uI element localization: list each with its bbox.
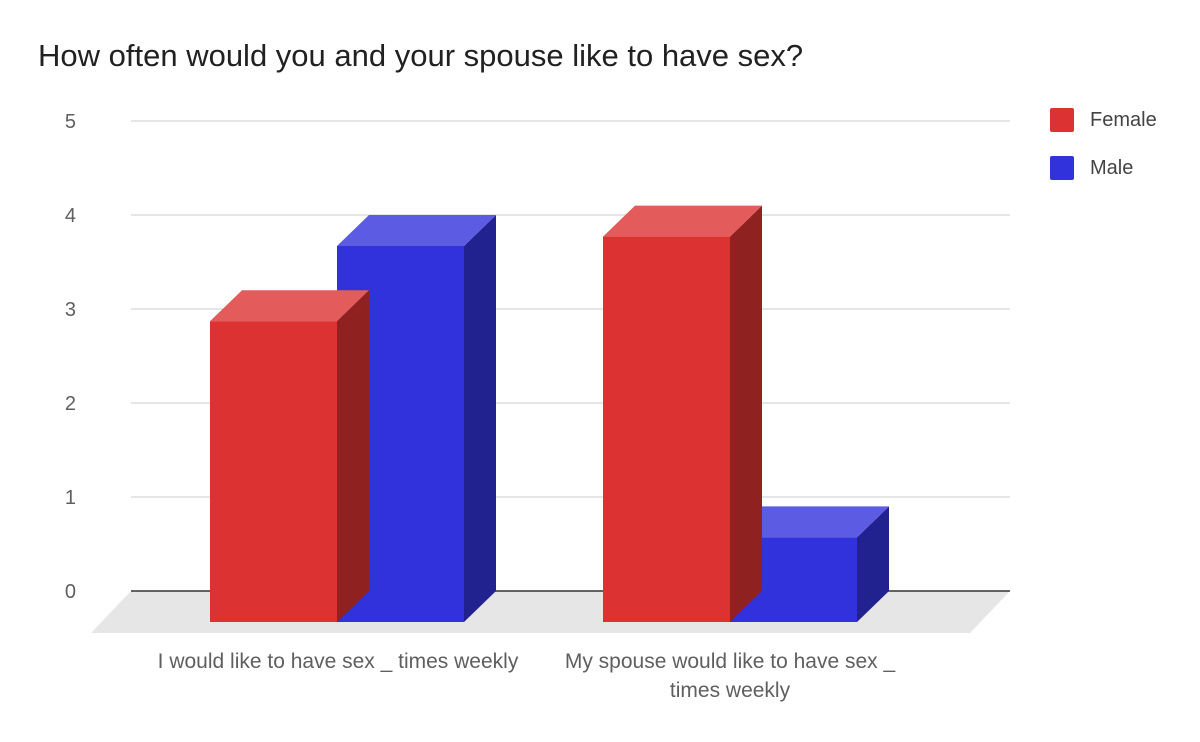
bar-side <box>464 215 496 622</box>
legend-label-female: Female <box>1090 108 1157 131</box>
y-tick-label: 1 <box>65 487 76 509</box>
legend-swatch-male <box>1050 156 1074 180</box>
bar-top <box>730 506 889 538</box>
legend-label-male: Male <box>1090 156 1134 179</box>
bar-top <box>337 215 496 246</box>
y-tick-label: 5 <box>65 111 76 133</box>
bar <box>210 321 337 622</box>
bar-top <box>603 205 762 237</box>
y-tick-label: 2 <box>65 393 76 415</box>
bar-side <box>730 205 762 622</box>
bar-side <box>857 506 889 622</box>
bar-top <box>210 290 369 322</box>
y-tick-label: 0 <box>65 581 76 603</box>
y-tick-label: 3 <box>65 299 76 321</box>
chart-title: How often would you and your spouse like… <box>38 38 804 73</box>
legend: Female Male <box>1050 108 1157 204</box>
bar <box>603 236 730 622</box>
category-label: My spouse would like to have sex _ times… <box>564 650 896 702</box>
bar-side <box>337 290 369 622</box>
legend-item-male[interactable]: Male <box>1050 156 1157 180</box>
legend-swatch-female <box>1050 108 1074 132</box>
y-tick-label: 4 <box>65 205 76 227</box>
legend-item-female[interactable]: Female <box>1050 108 1157 132</box>
category-label: I would like to have sex _ times weekly <box>157 650 519 673</box>
